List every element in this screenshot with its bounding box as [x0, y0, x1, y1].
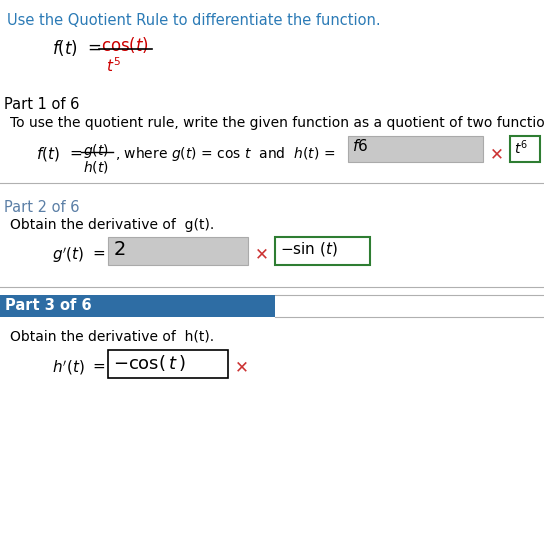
- Text: Obtain the derivative of  h(t).: Obtain the derivative of h(t).: [10, 330, 214, 344]
- Text: $t^5$: $t^5$: [106, 56, 121, 75]
- Text: , where $g(t)$ = cos $t$  and  $h(t)$ =: , where $g(t)$ = cos $t$ and $h(t)$ =: [115, 145, 335, 163]
- Text: $-\sin\,(t)$: $-\sin\,(t)$: [280, 240, 338, 258]
- Text: $f(t)$: $f(t)$: [36, 145, 60, 163]
- Text: Part 3 of 6: Part 3 of 6: [5, 298, 91, 313]
- Text: $f$6: $f$6: [352, 138, 368, 154]
- Text: $\mathrm{cos}(t)$: $\mathrm{cos}(t)$: [101, 35, 149, 55]
- Text: $=$: $=$: [90, 358, 106, 373]
- Text: $h'(t)$: $h'(t)$: [52, 358, 85, 377]
- Text: ✕: ✕: [490, 145, 504, 163]
- Text: Part 2 of 6: Part 2 of 6: [4, 200, 79, 215]
- Text: Part 1 of 6: Part 1 of 6: [4, 97, 79, 112]
- Text: $=$: $=$: [90, 245, 106, 260]
- Text: $t^6$: $t^6$: [514, 138, 528, 156]
- FancyBboxPatch shape: [348, 136, 483, 162]
- Text: Obtain the derivative of  g(t).: Obtain the derivative of g(t).: [10, 218, 214, 232]
- Text: $g(t)$: $g(t)$: [83, 142, 109, 160]
- Text: $-\mathrm{cos}(\,t\,)$: $-\mathrm{cos}(\,t\,)$: [113, 353, 186, 373]
- Text: $2$: $2$: [113, 240, 125, 259]
- Text: ✕: ✕: [255, 245, 269, 263]
- Text: $h(t)$: $h(t)$: [83, 159, 109, 175]
- FancyBboxPatch shape: [0, 295, 275, 317]
- FancyBboxPatch shape: [108, 237, 248, 265]
- FancyBboxPatch shape: [510, 136, 540, 162]
- FancyBboxPatch shape: [108, 350, 228, 378]
- Text: To use the quotient rule, write the given function as a quotient of two function: To use the quotient rule, write the give…: [10, 116, 544, 130]
- Text: ✕: ✕: [235, 358, 249, 376]
- Text: $f(t)$: $f(t)$: [52, 38, 78, 58]
- Text: $=$: $=$: [67, 145, 83, 160]
- Text: Use the Quotient Rule to differentiate the function.: Use the Quotient Rule to differentiate t…: [7, 13, 381, 28]
- FancyBboxPatch shape: [275, 237, 370, 265]
- Text: $g'(t)$: $g'(t)$: [52, 245, 84, 265]
- Text: $=$: $=$: [84, 38, 101, 56]
